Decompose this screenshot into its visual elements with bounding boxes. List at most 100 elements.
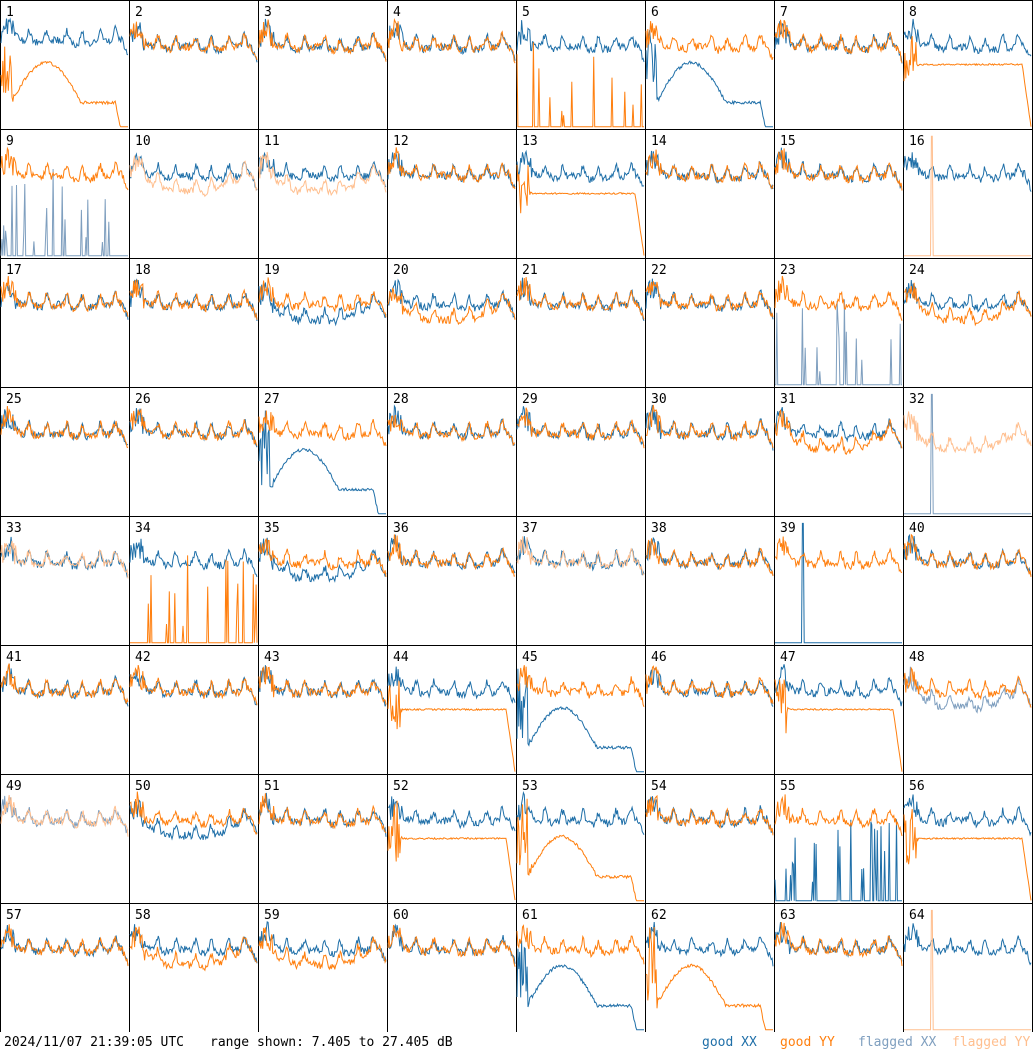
panel-3: 3 <box>258 0 388 130</box>
panel-label: 36 <box>393 521 409 536</box>
yy-series-line <box>387 534 516 577</box>
xx-series-line <box>258 282 387 327</box>
panel-47: 47 <box>774 645 904 775</box>
panel-label: 35 <box>264 521 280 536</box>
panel-38: 38 <box>645 516 775 646</box>
xx-series-line <box>258 665 387 707</box>
xx-series-line <box>774 407 903 449</box>
yy-series-line <box>516 407 645 449</box>
panel-22: 22 <box>645 258 775 388</box>
yy-series-line <box>129 155 258 198</box>
panel-label: 22 <box>651 263 667 278</box>
panel-58: 58 <box>129 903 259 1032</box>
xx-series-line <box>903 152 1032 192</box>
panel-frame <box>0 0 130 130</box>
panel-label: 46 <box>651 650 667 665</box>
panel-27: 27 <box>258 387 388 517</box>
panel-label: 58 <box>135 908 151 923</box>
yy-series-line <box>774 679 903 772</box>
panel-label: 29 <box>522 392 538 407</box>
xx-series-line <box>516 668 644 773</box>
panel-label: 63 <box>780 908 796 923</box>
xx-series-line <box>129 408 258 448</box>
panel-31: 31 <box>774 387 904 517</box>
xx-series-line <box>516 149 645 187</box>
panel-54: 54 <box>645 774 775 904</box>
yy-series-line <box>645 926 773 1031</box>
panel-label: 40 <box>909 521 925 536</box>
panel-frame <box>774 0 904 130</box>
xx-series-line <box>0 536 129 578</box>
panel-6: 6 <box>645 0 775 130</box>
yy-series-line <box>0 540 129 579</box>
yy-series-line <box>0 46 128 128</box>
panel-label: 37 <box>522 521 538 536</box>
panel-14: 14 <box>645 129 775 259</box>
xx-series-line <box>0 924 129 966</box>
panel-15: 15 <box>774 129 904 259</box>
xx-series-line <box>775 299 902 386</box>
xx-series-line <box>645 404 774 451</box>
panel-label: 6 <box>651 5 659 20</box>
yy-series-line <box>0 405 129 449</box>
panel-1: 1 <box>0 0 130 130</box>
yy-series-line <box>129 279 258 320</box>
panel-29: 29 <box>516 387 646 517</box>
panel-40: 40 <box>903 516 1033 646</box>
yy-series-line <box>258 410 387 447</box>
panel-label: 20 <box>393 263 409 278</box>
panel-55: 55 <box>774 774 904 904</box>
yy-series-line <box>0 924 129 967</box>
yy-series-line <box>129 791 258 836</box>
yy-series-line <box>0 276 129 317</box>
panel-20: 20 <box>387 258 517 388</box>
panel-52: 52 <box>387 774 517 904</box>
panel-12: 12 <box>387 129 517 259</box>
panel-label: 8 <box>909 5 917 20</box>
xx-series-line <box>0 283 129 320</box>
xx-series-line <box>0 663 129 707</box>
panel-49: 49 <box>0 774 130 904</box>
xx-series-line <box>387 666 516 704</box>
xx-series-line <box>258 921 387 962</box>
yy-series-line <box>129 926 258 972</box>
panel-5: 5 <box>516 0 646 130</box>
panel-label: 64 <box>909 908 925 923</box>
panel-label: 15 <box>780 134 796 149</box>
yy-series-line <box>129 664 258 706</box>
yy-series-line <box>645 665 774 704</box>
panel-label: 24 <box>909 263 925 278</box>
panel-label: 59 <box>264 908 280 923</box>
yy-series-line <box>516 924 645 965</box>
xx-series-line <box>0 409 129 446</box>
yy-series-line <box>387 17 516 64</box>
yy-series-line <box>645 281 774 318</box>
panel-label: 62 <box>651 908 667 923</box>
yy-series-line <box>0 663 129 704</box>
panel-label: 54 <box>651 779 667 794</box>
panel-24: 24 <box>903 258 1033 388</box>
yy-series-line <box>645 21 774 61</box>
yy-series-line <box>516 798 644 902</box>
xx-series-line <box>904 393 1031 515</box>
panel-4: 4 <box>387 0 517 130</box>
panel-label: 43 <box>264 650 280 665</box>
panel-label: 50 <box>135 779 151 794</box>
panel-label: 39 <box>780 521 796 536</box>
xx-series-line <box>645 29 773 128</box>
panel-label: 27 <box>264 392 280 407</box>
yy-series-line <box>258 151 387 197</box>
xx-series-line <box>387 534 516 574</box>
xx-series-line <box>774 819 902 902</box>
panel-label: 44 <box>393 650 409 665</box>
yy-series-line <box>903 36 1032 127</box>
panel-label: 48 <box>909 650 925 665</box>
panel-48: 48 <box>903 645 1033 775</box>
panel-label: 56 <box>909 779 925 794</box>
panel-label: 38 <box>651 521 667 536</box>
xx-series-line <box>0 168 128 257</box>
panel-32: 32 <box>903 387 1033 517</box>
panel-18: 18 <box>129 258 259 388</box>
xx-series-line <box>774 922 903 962</box>
yy-series-line <box>129 21 258 61</box>
